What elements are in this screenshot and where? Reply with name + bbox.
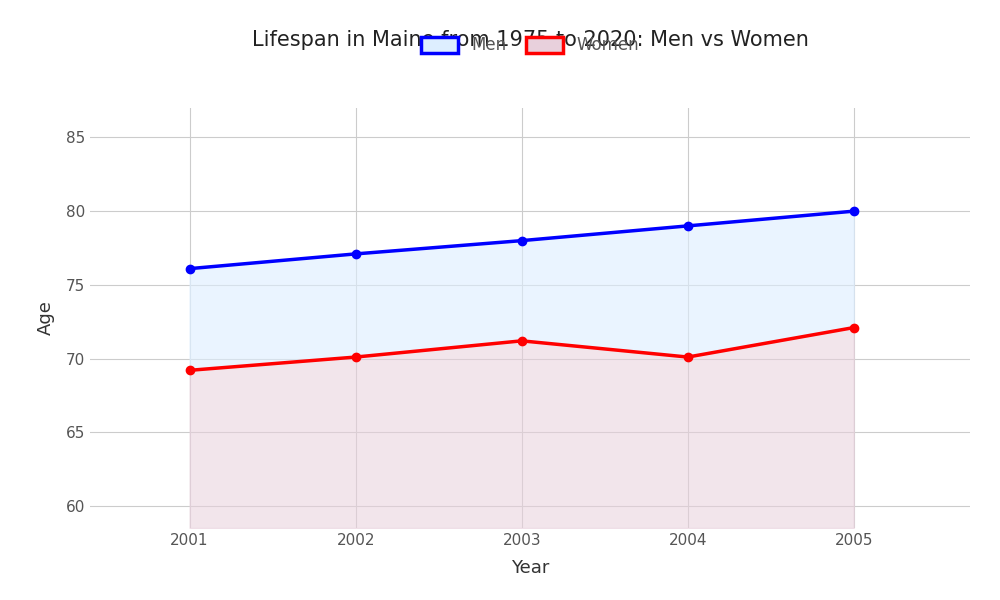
Legend: Men, Women: Men, Women [413, 28, 647, 63]
Title: Lifespan in Maine from 1975 to 2020: Men vs Women: Lifespan in Maine from 1975 to 2020: Men… [252, 29, 808, 49]
Y-axis label: Age: Age [37, 301, 55, 335]
X-axis label: Year: Year [511, 559, 549, 577]
